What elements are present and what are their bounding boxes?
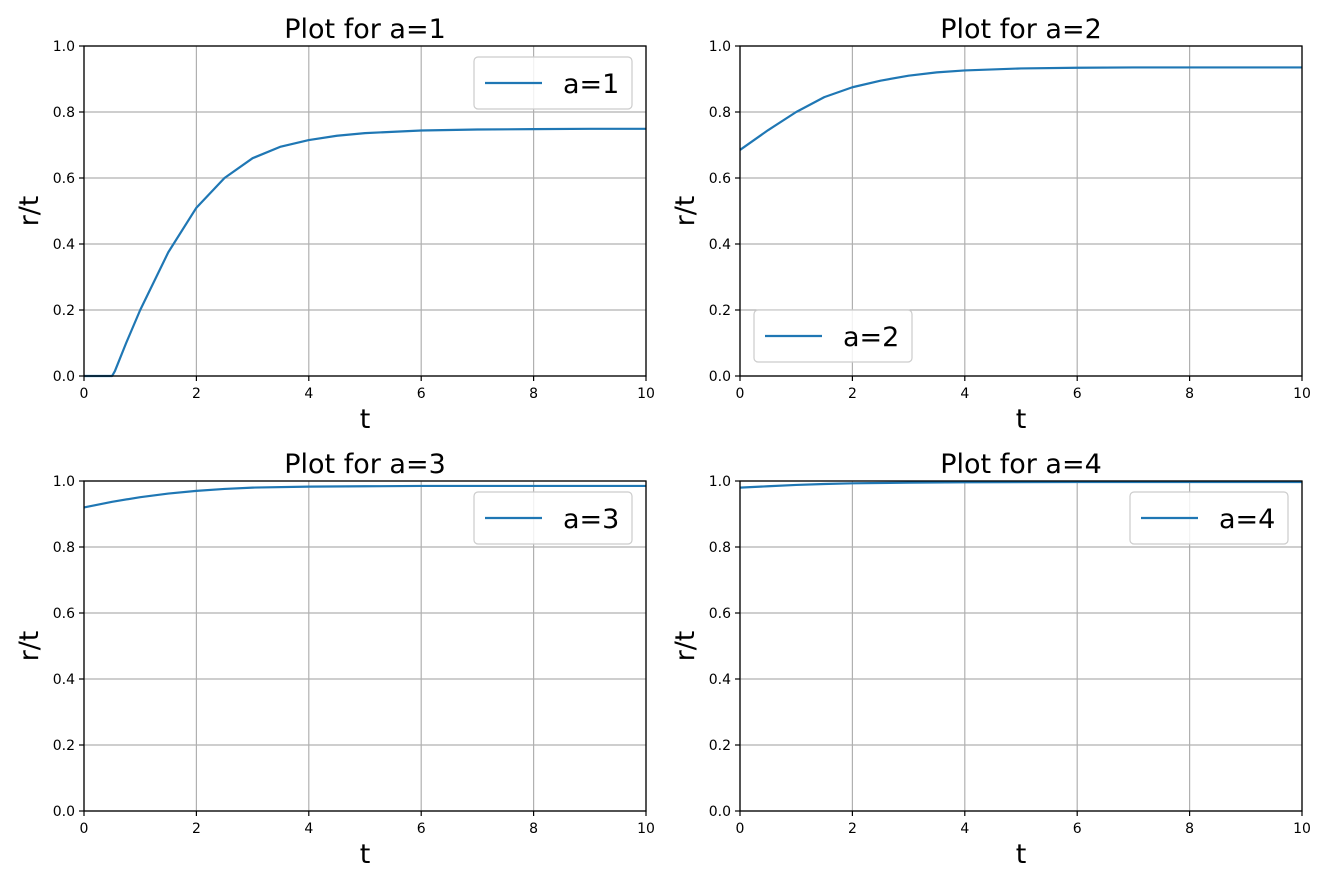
y-tick-label: 1.0 xyxy=(53,474,75,490)
x-tick-label: 10 xyxy=(637,821,655,837)
y-tick-label: 0.4 xyxy=(709,237,731,253)
axes-frame xyxy=(83,480,647,812)
legend-box xyxy=(473,56,633,110)
y-tick-label: 0.6 xyxy=(709,606,731,622)
x-tick-label: 2 xyxy=(848,386,857,402)
x-tick-label: 8 xyxy=(529,821,538,837)
subplot-title: Plot for a=2 xyxy=(940,14,1102,45)
legend-label: a=4 xyxy=(1219,504,1275,535)
y-tick-label: 0.0 xyxy=(53,369,75,385)
x-tick-label: 6 xyxy=(417,386,426,402)
x-tick-label: 8 xyxy=(1185,821,1194,837)
y-tick-label: 0.0 xyxy=(53,804,75,820)
series-line xyxy=(739,480,1302,489)
x-tick-label: 6 xyxy=(1073,386,1082,402)
y-tick-label: 0.4 xyxy=(53,672,75,688)
x-tick-label: 0 xyxy=(80,386,89,402)
x-tick-label: 2 xyxy=(192,821,201,837)
y-tick-label: 0.2 xyxy=(53,303,75,319)
y-axis-label: r/t xyxy=(14,196,45,227)
x-tick-label: 8 xyxy=(529,386,538,402)
y-tick-label: 0.2 xyxy=(709,303,731,319)
x-tick-label: 0 xyxy=(736,386,745,402)
y-tick-label: 0.8 xyxy=(709,105,731,121)
legend-label: a=1 xyxy=(563,69,619,100)
x-axis-label: t xyxy=(360,404,371,435)
legend: a=3 xyxy=(473,491,633,545)
x-tick-label: 2 xyxy=(848,821,857,837)
y-tick-label: 0.0 xyxy=(709,369,731,385)
x-tick-label: 4 xyxy=(960,821,969,837)
legend-label: a=3 xyxy=(563,504,619,535)
axes-frame xyxy=(739,45,1303,377)
y-tick-label: 0.8 xyxy=(709,540,731,556)
x-tick-label: 0 xyxy=(736,821,745,837)
x-tick-label: 6 xyxy=(417,821,426,837)
x-tick-label: 4 xyxy=(304,386,313,402)
subplot-title: Plot for a=1 xyxy=(284,14,446,45)
legend: a=4 xyxy=(1129,491,1289,545)
subplot-1: 0 2 4 6 8 10 0.0 0.2 0.4 0.6 0.8 1.0 Plot for a=1 t r/… xyxy=(14,14,655,435)
legend: a=2 xyxy=(753,309,913,363)
x-tick-label: 2 xyxy=(192,386,201,402)
y-tick-label: 0.4 xyxy=(53,237,75,253)
y-tick-label: 0.6 xyxy=(709,171,731,187)
x-tick-label: 10 xyxy=(637,386,655,402)
subplot-2: 0 2 4 6 8 10 0.0 0.2 0.4 0.6 0.8 1.0 Plot for a=2 t r/… xyxy=(670,14,1311,435)
y-axis-label: r/t xyxy=(14,631,45,662)
y-tick-label: 0.6 xyxy=(53,171,75,187)
x-tick-label: 10 xyxy=(1293,386,1311,402)
legend-label: a=2 xyxy=(843,322,899,353)
series-line xyxy=(83,484,646,509)
x-tick-label: 10 xyxy=(1293,821,1311,837)
series-line xyxy=(84,127,646,378)
y-tick-label: 0.2 xyxy=(709,738,731,754)
series-line xyxy=(739,66,1302,151)
y-tick-label: 0.6 xyxy=(53,606,75,622)
axes-frame xyxy=(739,480,1303,812)
x-axis-label: t xyxy=(360,839,371,870)
legend-box xyxy=(1129,491,1289,545)
x-tick-label: 4 xyxy=(304,821,313,837)
axes-frame xyxy=(83,45,647,377)
subplot-title: Plot for a=3 xyxy=(284,449,446,480)
subplot-3: 0 2 4 6 8 10 0.0 0.2 0.4 0.6 0.8 1.0 Plot for a=3 t r/… xyxy=(14,449,655,870)
y-tick-label: 0.4 xyxy=(709,672,731,688)
x-tick-label: 8 xyxy=(1185,386,1194,402)
y-tick-label: 1.0 xyxy=(53,39,75,55)
y-axis-label: r/t xyxy=(670,631,701,662)
y-tick-label: 0.0 xyxy=(709,804,731,820)
x-tick-label: 0 xyxy=(80,821,89,837)
y-axis-label: r/t xyxy=(670,196,701,227)
legend-box xyxy=(473,491,633,545)
x-tick-label: 6 xyxy=(1073,821,1082,837)
x-axis-label: t xyxy=(1016,839,1027,870)
x-tick-label: 4 xyxy=(960,386,969,402)
x-axis-label: t xyxy=(1016,404,1027,435)
legend: a=1 xyxy=(473,56,633,110)
y-tick-label: 1.0 xyxy=(709,474,731,490)
y-tick-label: 0.8 xyxy=(53,105,75,121)
subplot-4: 0 2 4 6 8 10 0.0 0.2 0.4 0.6 0.8 1.0 Plot for a=4 t r/… xyxy=(670,449,1311,870)
y-tick-label: 1.0 xyxy=(709,39,731,55)
y-tick-label: 0.2 xyxy=(53,738,75,754)
legend-box xyxy=(753,309,913,363)
y-tick-label: 0.8 xyxy=(53,540,75,556)
subplot-title: Plot for a=4 xyxy=(940,449,1102,480)
